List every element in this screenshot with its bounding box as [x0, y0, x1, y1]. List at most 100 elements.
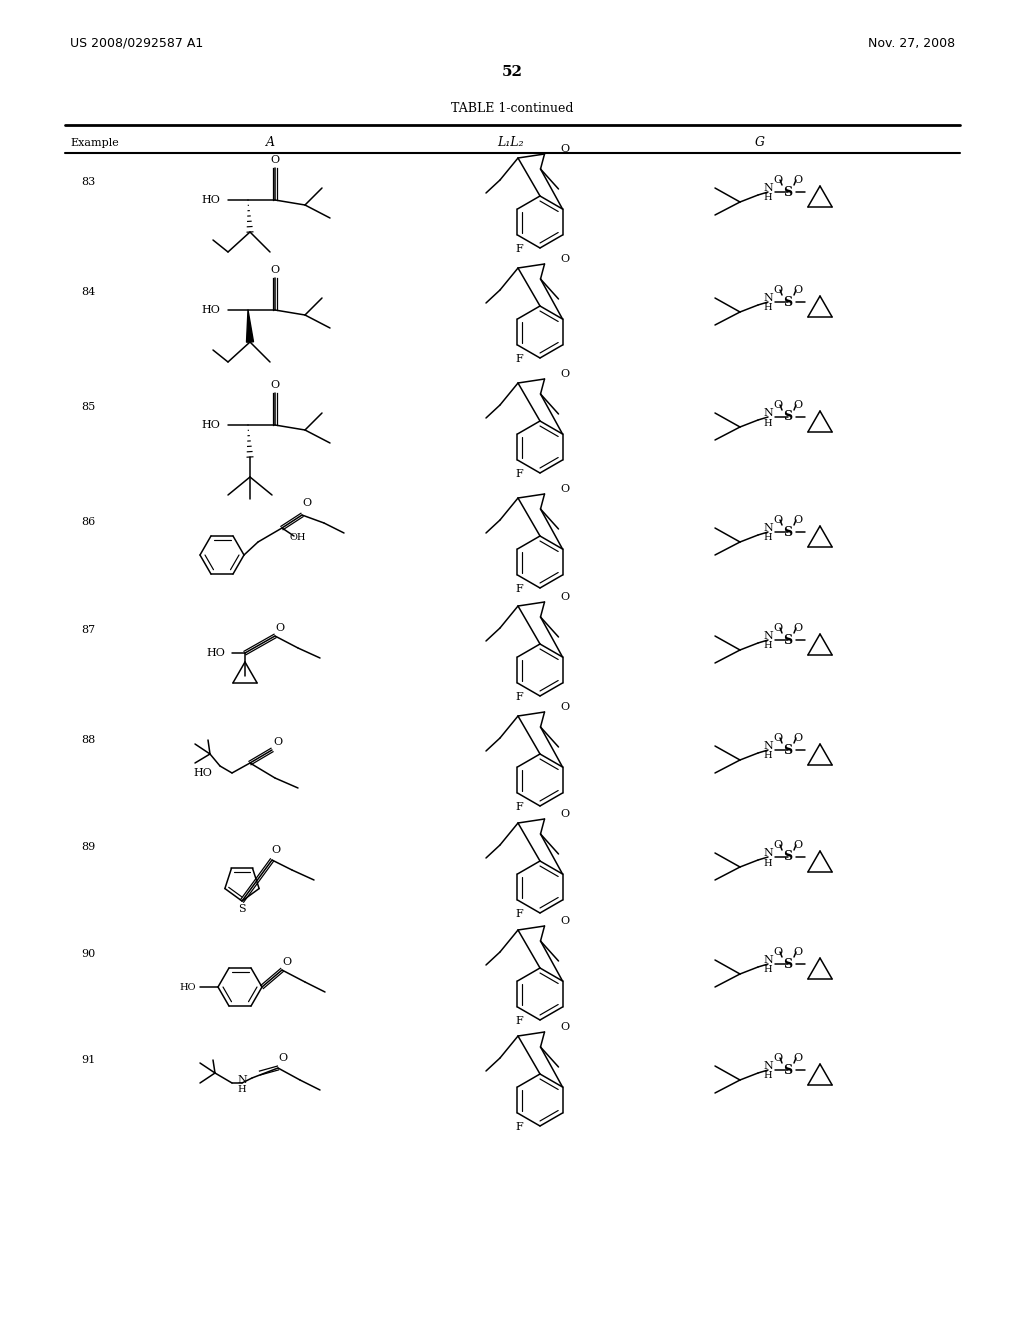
- Text: H: H: [764, 642, 772, 651]
- Text: S: S: [783, 525, 793, 539]
- Text: O: O: [794, 1053, 803, 1063]
- Text: S: S: [783, 850, 793, 863]
- Text: L₁L₂: L₁L₂: [497, 136, 523, 149]
- Text: F: F: [516, 909, 523, 919]
- Text: O: O: [773, 400, 782, 411]
- Text: O: O: [773, 946, 782, 957]
- Text: O: O: [271, 845, 281, 855]
- Text: HO: HO: [179, 982, 196, 991]
- Text: O: O: [794, 946, 803, 957]
- Text: O: O: [273, 737, 283, 747]
- Text: 87: 87: [81, 624, 95, 635]
- Text: O: O: [270, 380, 280, 389]
- Text: A: A: [265, 136, 274, 149]
- Text: N: N: [763, 847, 773, 858]
- Text: N: N: [763, 408, 773, 418]
- Text: S: S: [783, 957, 793, 970]
- Text: H: H: [764, 418, 772, 428]
- Text: O: O: [560, 1022, 569, 1032]
- Text: Example: Example: [71, 139, 120, 148]
- Text: H: H: [238, 1085, 247, 1094]
- Text: S: S: [239, 904, 246, 913]
- Text: O: O: [794, 840, 803, 850]
- Text: N: N: [763, 1061, 773, 1071]
- Text: O: O: [773, 176, 782, 185]
- Text: O: O: [560, 144, 569, 154]
- Text: H: H: [764, 1072, 772, 1081]
- Text: HO: HO: [194, 768, 212, 777]
- Text: H: H: [764, 858, 772, 867]
- Text: HO: HO: [201, 420, 220, 430]
- Text: HO: HO: [201, 195, 220, 205]
- Text: O: O: [560, 370, 569, 379]
- Text: 52: 52: [502, 65, 522, 79]
- Text: F: F: [516, 1016, 523, 1026]
- Text: S: S: [783, 1064, 793, 1077]
- Text: OH: OH: [290, 533, 306, 543]
- Polygon shape: [247, 310, 254, 342]
- Text: HO: HO: [201, 305, 220, 315]
- Text: O: O: [794, 733, 803, 743]
- Text: H: H: [764, 965, 772, 974]
- Text: O: O: [270, 265, 280, 275]
- Text: O: O: [560, 484, 569, 494]
- Text: H: H: [764, 304, 772, 313]
- Text: O: O: [279, 1053, 288, 1063]
- Text: 83: 83: [81, 177, 95, 187]
- Text: Nov. 27, 2008: Nov. 27, 2008: [868, 37, 955, 49]
- Text: H: H: [764, 751, 772, 760]
- Text: F: F: [516, 244, 523, 253]
- Text: O: O: [302, 498, 311, 508]
- Text: O: O: [773, 733, 782, 743]
- Text: O: O: [773, 623, 782, 634]
- Text: F: F: [516, 692, 523, 702]
- Text: H: H: [764, 533, 772, 543]
- Text: O: O: [560, 591, 569, 602]
- Text: S: S: [783, 743, 793, 756]
- Text: 85: 85: [81, 403, 95, 412]
- Text: S: S: [783, 186, 793, 198]
- Text: O: O: [560, 916, 569, 927]
- Text: N: N: [763, 741, 773, 751]
- Text: 89: 89: [81, 842, 95, 851]
- Text: HO: HO: [206, 648, 225, 657]
- Text: F: F: [516, 1122, 523, 1133]
- Text: S: S: [783, 634, 793, 647]
- Text: F: F: [516, 803, 523, 812]
- Text: S: S: [783, 411, 793, 424]
- Text: 91: 91: [81, 1055, 95, 1065]
- Text: O: O: [275, 623, 285, 634]
- Text: N: N: [763, 631, 773, 642]
- Text: O: O: [794, 285, 803, 294]
- Text: O: O: [773, 840, 782, 850]
- Text: 90: 90: [81, 949, 95, 960]
- Text: 84: 84: [81, 286, 95, 297]
- Text: 88: 88: [81, 735, 95, 744]
- Text: O: O: [773, 515, 782, 525]
- Text: O: O: [773, 285, 782, 294]
- Text: O: O: [283, 957, 292, 968]
- Text: H: H: [764, 194, 772, 202]
- Text: 86: 86: [81, 517, 95, 527]
- Text: G: G: [755, 136, 765, 149]
- Text: US 2008/0292587 A1: US 2008/0292587 A1: [70, 37, 203, 49]
- Text: O: O: [560, 253, 569, 264]
- Text: N: N: [763, 523, 773, 533]
- Text: O: O: [560, 702, 569, 711]
- Text: O: O: [270, 154, 280, 165]
- Text: O: O: [794, 515, 803, 525]
- Text: N: N: [238, 1074, 247, 1085]
- Text: O: O: [794, 623, 803, 634]
- Text: F: F: [516, 469, 523, 479]
- Text: TABLE 1-continued: TABLE 1-continued: [451, 102, 573, 115]
- Text: N: N: [763, 293, 773, 304]
- Text: O: O: [773, 1053, 782, 1063]
- Text: F: F: [516, 583, 523, 594]
- Text: N: N: [763, 183, 773, 193]
- Text: S: S: [783, 296, 793, 309]
- Text: O: O: [794, 400, 803, 411]
- Text: O: O: [560, 809, 569, 818]
- Text: F: F: [516, 354, 523, 364]
- Text: N: N: [763, 954, 773, 965]
- Text: O: O: [794, 176, 803, 185]
